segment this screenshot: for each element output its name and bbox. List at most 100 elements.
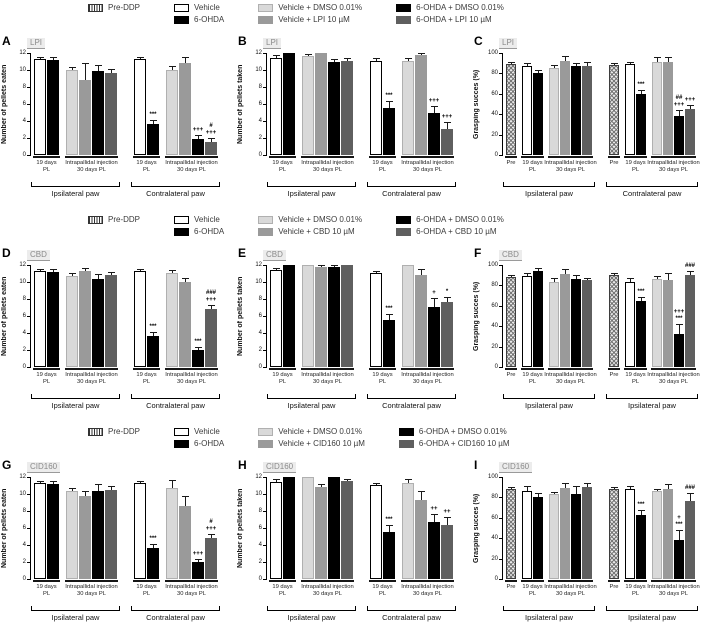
annotation-line: +++ [192, 550, 204, 557]
error-bar-stem [320, 485, 322, 487]
error-bar-stem [333, 60, 335, 62]
bar-vehicle [625, 489, 635, 579]
vehicle-ohda-legend: Vehicle 6-OHDA [174, 3, 224, 24]
subgroup-label: 19 days PL [349, 372, 417, 385]
subgroup-label-line: PL [142, 166, 151, 173]
subgroup-label-line: 19 days [136, 584, 157, 590]
significance-annotation: *** [377, 517, 401, 523]
subgroup-label-line: Intrapallidal injection [165, 160, 218, 166]
subgroup-label-line: 30 days PL [312, 378, 342, 385]
y-tick-label: 0 [22, 152, 26, 158]
error-bar-stem [407, 480, 409, 483]
error-bar-stem [667, 274, 669, 280]
subgroup-label: Pre [580, 160, 648, 167]
y-tick-label: 0 [258, 364, 262, 370]
annotation-line: +++ [428, 97, 440, 104]
error-bar-stem [526, 487, 528, 491]
bar-ohda [283, 53, 295, 155]
y-tick-label: 12 [19, 50, 26, 56]
y-tick-label: 6 [22, 525, 26, 531]
group-bracket [131, 394, 220, 399]
error-bar-stem [667, 485, 669, 489]
error-bar-cap [561, 269, 569, 270]
subgroup-baseline [165, 156, 218, 158]
bar-v_dmso [302, 56, 314, 155]
legend-label: 6-OHDA + CID160 10 µM [418, 439, 510, 448]
error-bar-stem [39, 270, 41, 271]
paw-group-label: Ipsilateral paw [51, 401, 100, 410]
significance-annotation: *** [141, 324, 165, 330]
error-bar-cap [168, 270, 176, 271]
bar-v_dmso [402, 61, 414, 155]
subgroup-label: 19 days PL [13, 372, 81, 385]
y-tick-label: 60 [491, 302, 498, 309]
subgroup-label-line: PL [142, 378, 151, 385]
paw-group-label: Ipsilateral paw [287, 613, 336, 622]
y-tick [499, 305, 502, 307]
bar-o_drug [582, 487, 592, 579]
subgroup-baseline [651, 368, 696, 370]
error-bar [36, 481, 44, 483]
panel-B: B LPI Number of pellets taken 0 2 4 6 8 10 12 19 d… [236, 33, 472, 212]
error-bar-stem [537, 494, 539, 497]
error-bar-cap [653, 276, 661, 277]
subgroup-label: 19 days PL [249, 160, 317, 173]
error-bar-cap [49, 57, 57, 58]
y-tick-label: 60 [491, 90, 498, 97]
subgroup-label-line: Intrapallidal injection [301, 160, 354, 166]
error-bar-cap [523, 486, 531, 487]
y-tick [263, 333, 266, 334]
error-bar-cap [550, 492, 558, 493]
error-bar [149, 544, 157, 548]
panel-drug-label: CID160 [27, 462, 61, 473]
legend-label: 6-OHDA [194, 439, 225, 448]
error-bar-cap [417, 491, 425, 492]
legend-label: Vehicle [194, 3, 220, 12]
annotation-line: *** [385, 92, 393, 99]
legend-item-v_dmso: Vehicle + DMSO 0.01% [258, 427, 365, 436]
subgroup-label-line: 19 days [372, 372, 393, 378]
y-tick [263, 121, 266, 122]
y-tick-label: 12 [19, 474, 26, 480]
bar-vehicle [134, 483, 146, 579]
error-bar-cap [330, 265, 338, 266]
y-axis [30, 53, 31, 156]
y-tick [263, 511, 266, 512]
significance-annotation: ### [678, 263, 702, 269]
error-bar [181, 278, 189, 282]
error-bar-cap [168, 480, 176, 481]
group-bracket [131, 606, 220, 611]
paw-group-label: Ipsilateral paw [628, 401, 676, 410]
group-bracket [606, 182, 698, 187]
error-bar [36, 269, 44, 271]
legend-swatch-ohda [174, 227, 190, 236]
y-tick-label: 80 [491, 282, 498, 289]
legend-label: 6-OHDA + LPI 10 µM [416, 15, 492, 24]
panel-F: F CBD Grasping succes (%) 0 20 40 60 80 100 Pre 19… [472, 245, 708, 424]
legend-swatch-o_drug [396, 15, 412, 24]
error-bar [686, 105, 694, 109]
subgroup-label-line: PL [378, 590, 387, 597]
error-bar [417, 269, 425, 275]
error-bar-cap [443, 517, 451, 518]
subgroup-baseline [521, 580, 544, 582]
error-bar-stem [184, 279, 186, 282]
y-tick-label: 12 [255, 474, 262, 480]
subgroup-label-line: PL [528, 378, 537, 385]
legend-item-o_dmso: 6-OHDA + DMSO 0.01% [396, 215, 504, 224]
subgroup-label-line: Intrapallidal injection [544, 372, 597, 378]
bar-o_drug [685, 275, 695, 367]
error-bar-stem [152, 545, 154, 548]
subgroup-label-line: 19 days [372, 160, 393, 166]
y-tick-label: 8 [22, 508, 26, 514]
bar-vehicle [522, 276, 532, 367]
error-bar [207, 534, 215, 538]
annotation-line: +++ [673, 309, 685, 316]
error-bar-cap [36, 269, 44, 270]
y-tick [27, 579, 30, 580]
subgroup-baseline [401, 580, 454, 582]
subgroup-baseline [548, 580, 593, 582]
y-tick [27, 367, 30, 368]
error-bar-cap [181, 278, 189, 279]
legend-swatch-o_drug [398, 439, 414, 448]
